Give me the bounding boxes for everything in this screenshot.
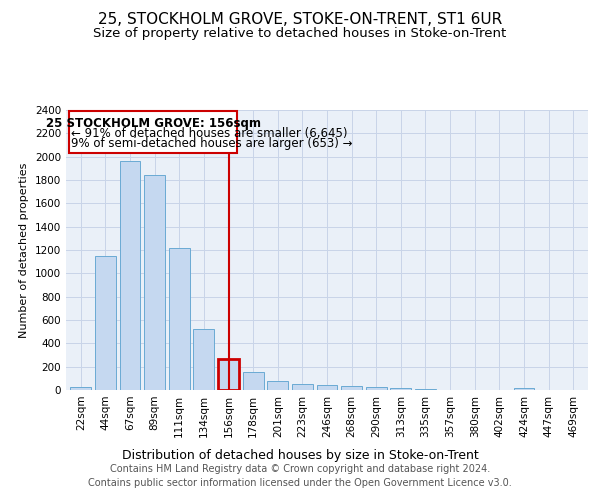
Bar xyxy=(366,388,387,390)
FancyBboxPatch shape xyxy=(69,110,237,152)
Text: 9% of semi-detached houses are larger (653) →: 9% of semi-detached houses are larger (6… xyxy=(71,138,353,150)
Bar xyxy=(391,388,412,390)
Bar xyxy=(119,162,140,390)
Bar xyxy=(193,330,214,390)
Bar xyxy=(317,385,337,390)
Bar xyxy=(341,386,362,390)
Text: Contains HM Land Registry data © Crown copyright and database right 2024.
Contai: Contains HM Land Registry data © Crown c… xyxy=(88,464,512,487)
Bar xyxy=(95,256,116,390)
Text: Size of property relative to detached houses in Stoke-on-Trent: Size of property relative to detached ho… xyxy=(94,28,506,40)
Y-axis label: Number of detached properties: Number of detached properties xyxy=(19,162,29,338)
Bar xyxy=(242,372,263,390)
Text: Distribution of detached houses by size in Stoke-on-Trent: Distribution of detached houses by size … xyxy=(122,448,478,462)
Bar xyxy=(514,388,535,390)
Bar xyxy=(70,386,91,390)
Text: 25, STOCKHOLM GROVE, STOKE-ON-TRENT, ST1 6UR: 25, STOCKHOLM GROVE, STOKE-ON-TRENT, ST1… xyxy=(98,12,502,28)
Bar xyxy=(144,176,165,390)
Bar xyxy=(218,359,239,390)
Bar xyxy=(292,384,313,390)
Text: 25 STOCKHOLM GROVE: 156sqm: 25 STOCKHOLM GROVE: 156sqm xyxy=(46,117,260,130)
Bar xyxy=(415,388,436,390)
Bar xyxy=(267,380,288,390)
Text: ← 91% of detached houses are smaller (6,645): ← 91% of detached houses are smaller (6,… xyxy=(71,127,348,140)
Bar xyxy=(169,248,190,390)
